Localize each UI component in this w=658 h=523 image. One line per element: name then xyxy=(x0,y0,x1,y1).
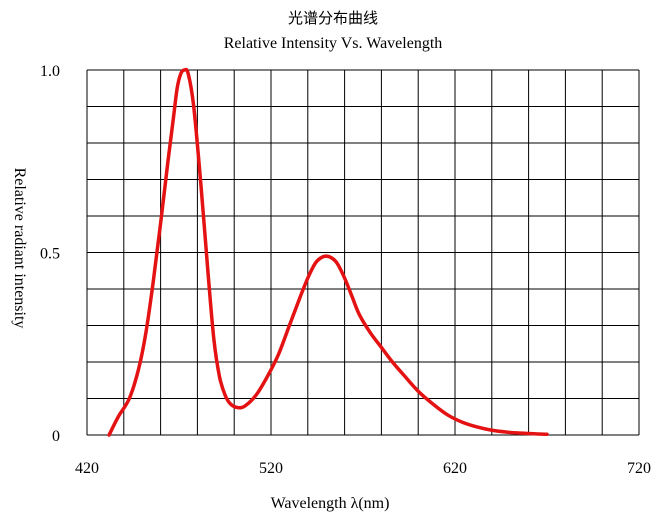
series-line xyxy=(107,67,549,437)
x-tick-label: 420 xyxy=(75,460,99,477)
y-tick-label: 1.0 xyxy=(40,63,60,80)
x-tick-label: 720 xyxy=(627,460,651,477)
x-tick-label: 620 xyxy=(443,460,467,477)
x-axis-label: Wavelength λ(nm) xyxy=(271,495,390,512)
x-tick-label: 520 xyxy=(259,460,283,477)
x-tick-labels: 420 520 620 720 xyxy=(75,460,651,477)
chart-subtitle: Relative Intensity Vs. Wavelength xyxy=(224,35,443,52)
grid xyxy=(86,69,640,436)
y-tick-labels: 0 0.5 1.0 xyxy=(40,63,60,445)
y-axis-label: Relative radiant intensity xyxy=(11,168,28,329)
series-layer xyxy=(107,67,549,437)
y-tick-label: 0 xyxy=(52,428,60,445)
y-tick-label: 0.5 xyxy=(40,246,60,263)
chart-title: 光谱分布曲线 xyxy=(288,9,378,27)
